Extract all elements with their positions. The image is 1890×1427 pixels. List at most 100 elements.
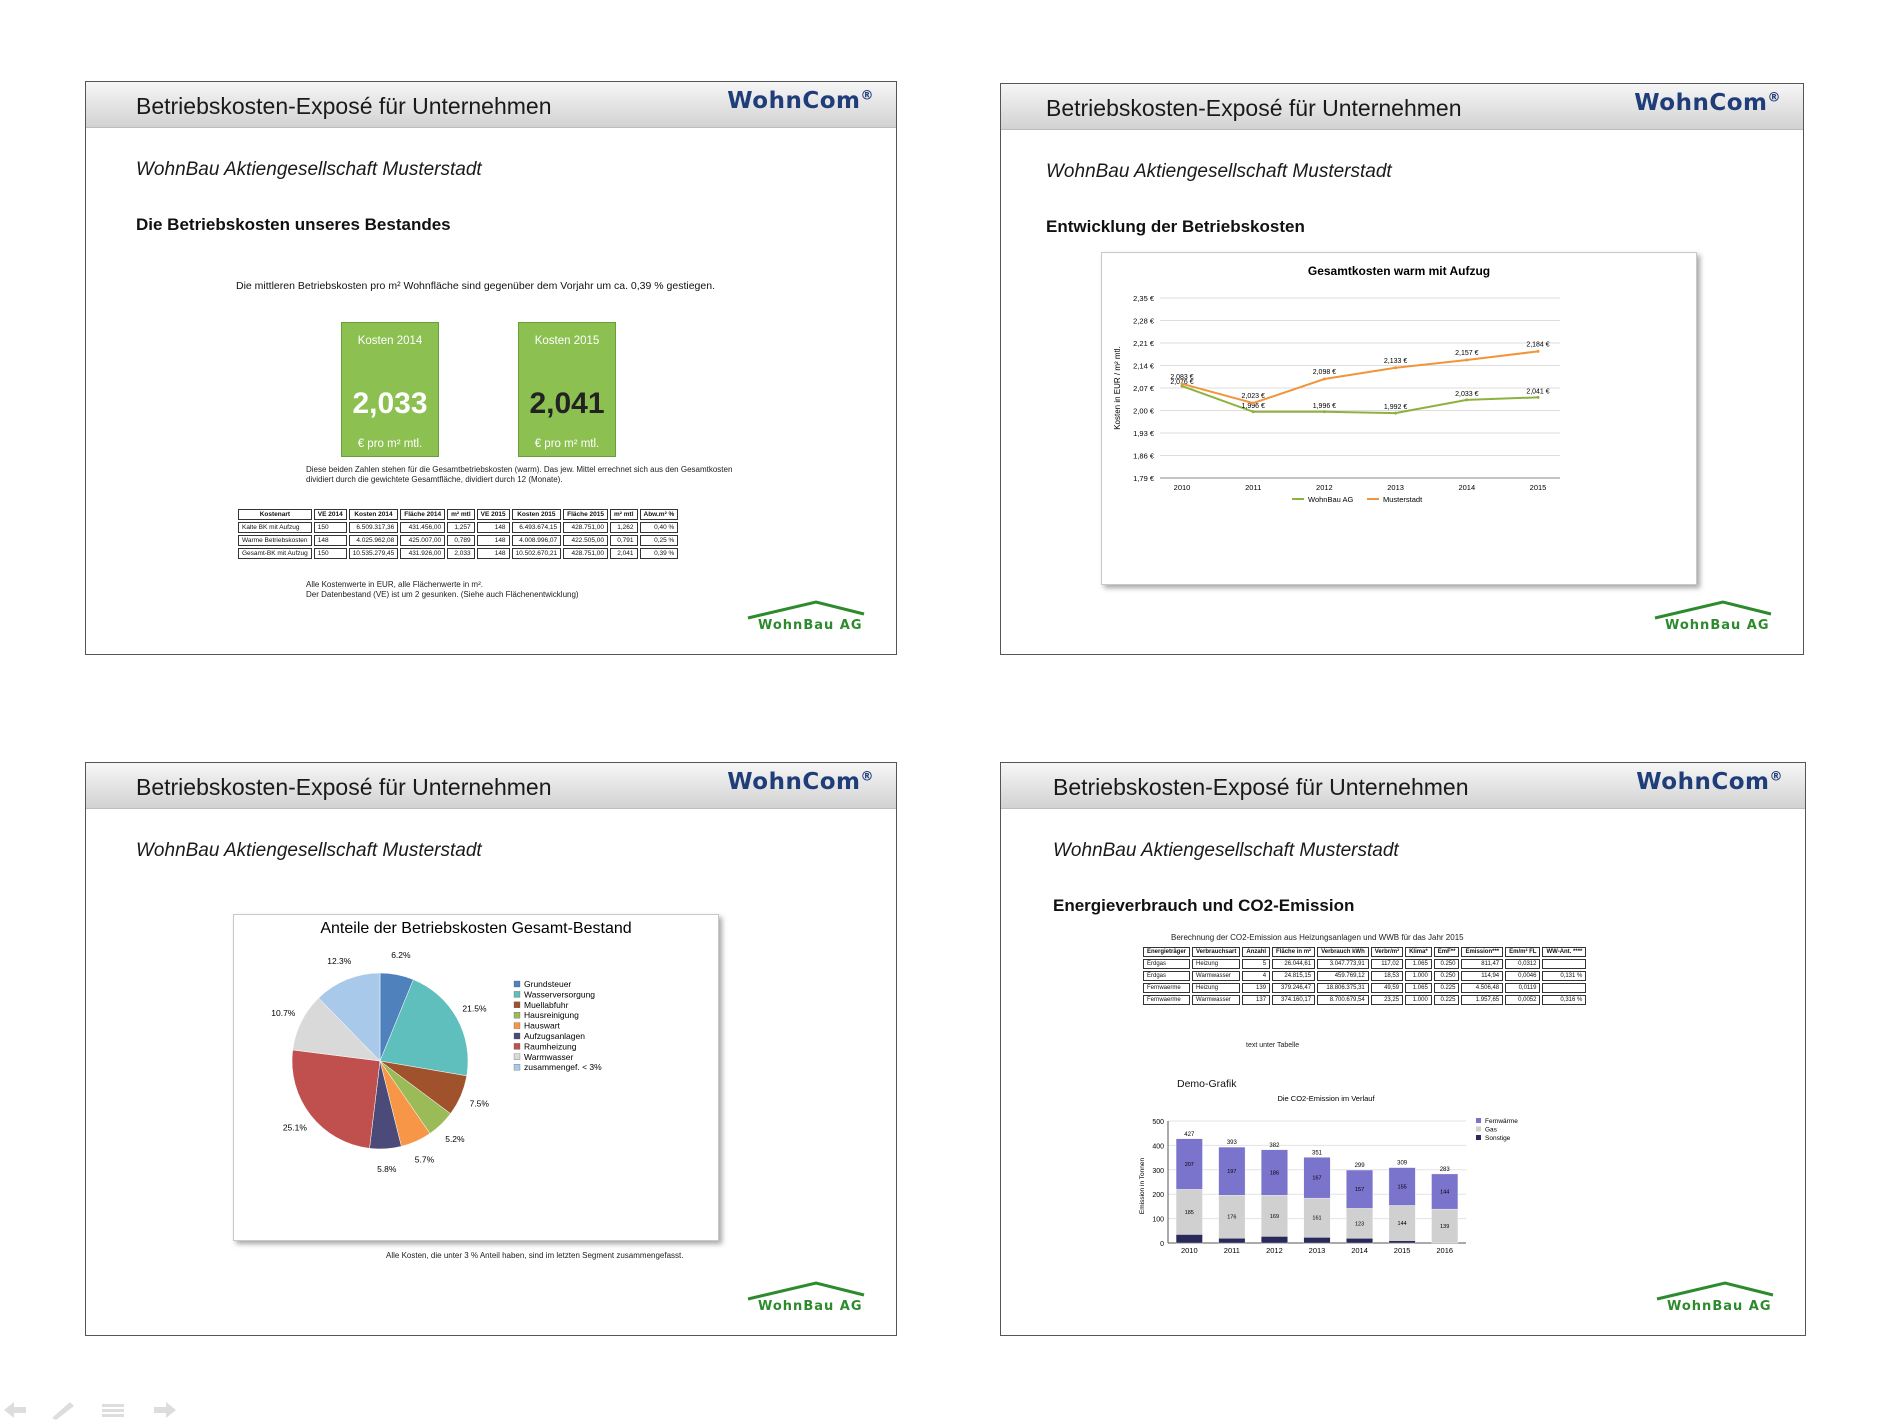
wohnbau-logo: WohnBau AG [746, 600, 866, 636]
table-cell: 137 [1242, 995, 1271, 1005]
table-cell: 4.025.962,08 [348, 535, 399, 546]
pie-label: 10.7% [271, 1008, 296, 1018]
segment-label: 169 [1270, 1214, 1279, 1220]
roof-icon [747, 1281, 865, 1301]
table-cell: 2,033 [447, 548, 475, 559]
slide-4[interactable]: Betriebskosten-Exposé für Unternehmen Wo… [1000, 762, 1806, 1336]
table-caption: Berechnung der CO2-Emission aus Heizungs… [1171, 933, 1464, 942]
note-line-1: Diese beiden Zahlen stehen für die Gesam… [306, 465, 733, 474]
legend-swatch [1476, 1118, 1481, 1123]
table-cell: 0,316 % [1542, 995, 1587, 1005]
table-header-cell: Verbr/m² [1370, 947, 1404, 957]
bar-segment [1218, 1195, 1246, 1239]
table-row: Warme Betriebskosten 148 4.025.962,08 425.0… [238, 535, 679, 546]
legend-swatch [1476, 1126, 1481, 1132]
bar-segment [1261, 1149, 1288, 1196]
segment-label: 139 [1440, 1224, 1449, 1230]
segment-label: 197 [1227, 1169, 1236, 1175]
y-tick-label: 400 [1152, 1143, 1164, 1150]
legend-swatch [513, 1064, 521, 1071]
section-title: Die Betriebskosten unseres Bestandes [136, 215, 451, 234]
table-cell: 18,53 [1370, 971, 1404, 981]
cost-box-2014: Kosten 2014 2,033 € pro m² mtl. [341, 322, 439, 457]
data-label: 2,098 € [1313, 369, 1336, 376]
y-tick-label: 1,93 € [1133, 429, 1155, 438]
table-cell: 3.047.773,91 [1317, 959, 1369, 969]
table-cell: 0,0052 [1505, 995, 1541, 1005]
table-cell: 0,789 [447, 535, 475, 546]
table-cell: 148 [476, 548, 510, 559]
pie-label: 7.5% [470, 1099, 490, 1109]
cost-box-2015: Kosten 2015 2,041 € pro m² mtl. [518, 322, 616, 457]
data-label: 2,023 € [1242, 393, 1265, 400]
table-cell: 0,39 % [639, 548, 679, 559]
bar-segment [1303, 1157, 1331, 1199]
slide-title: Betriebskosten-Exposé für Unternehmen [1053, 774, 1469, 800]
segment-label: 185 [1185, 1210, 1194, 1216]
table-cell [1542, 983, 1587, 993]
slide-1[interactable]: Betriebskosten-Exposé für Unternehmen Wo… [85, 81, 897, 655]
table-cell: 0.250 [1433, 971, 1460, 981]
table-cell: 428.751,00 [563, 548, 608, 559]
legend-swatch [513, 1032, 521, 1040]
data-point [1465, 358, 1469, 362]
x-tick-label: 2010 [1181, 1246, 1198, 1255]
slide-2[interactable]: Betriebskosten-Exposé für Unternehmen Wo… [1000, 83, 1804, 655]
slide-title: Betriebskosten-Exposé für Unternehmen [1046, 95, 1462, 121]
wohnbau-logo-text: WohnBau AG [758, 1299, 863, 1314]
x-tick-label: 2011 [1245, 483, 1261, 492]
line-chart: Gesamtkosten warm mit Aufzug Kosten in EU… [1113, 264, 1560, 504]
legend-label: Aufzugsanlagen [524, 1031, 585, 1041]
segment-label: 186 [1270, 1170, 1279, 1176]
pen-icon[interactable] [52, 1402, 74, 1420]
table-cell: 0,0119 [1505, 983, 1541, 993]
table-cell: 431.926,00 [400, 548, 446, 559]
table-header-cell: Verbrauchsart [1192, 947, 1241, 957]
data-label: 2,041 € [1526, 388, 1549, 395]
table-cell: 0.225 [1433, 983, 1460, 993]
y-tick-label: 2,28 € [1133, 317, 1155, 326]
table-cell: Fernwaerme [1143, 995, 1191, 1005]
slide-3[interactable]: Betriebskosten-Exposé für Unternehmen Wo… [85, 762, 897, 1336]
legend-swatch [513, 1001, 521, 1008]
series-line [1181, 350, 1539, 405]
legend-label: Wasserversorgung [524, 989, 595, 999]
table-header-cell: WW-Ant. **** [1542, 947, 1587, 957]
table-cell: 10.535.279,45 [348, 548, 399, 559]
table-foot-2: Der Datenbestand (VE) ist um 2 gesunken.… [306, 590, 579, 599]
table-cell: 26.044,61 [1272, 959, 1316, 969]
table-header-cell: Fläche 2014 [400, 509, 446, 520]
y-tick-label: 200 [1152, 1192, 1164, 1199]
legend-swatch [1476, 1135, 1481, 1140]
table-cell: 425.007,00 [400, 535, 446, 546]
chart-title: Anteile der Betriebskosten Gesamt-Bestan… [320, 920, 631, 937]
menu-icon[interactable] [102, 1404, 124, 1417]
data-point [1180, 384, 1184, 388]
legend-swatch [513, 1012, 521, 1019]
segment-label: 207 [1185, 1162, 1194, 1168]
data-point [1536, 349, 1540, 353]
table-cell: 10.502.670,21 [511, 548, 562, 559]
segment-label: 161 [1312, 1216, 1321, 1222]
chart-title: Die CO2-Emission im Verlauf [1277, 1094, 1375, 1103]
table-cell: 0.250 [1433, 959, 1460, 969]
y-tick-label: 2,14 € [1133, 362, 1155, 371]
table-cell: 148 [476, 522, 510, 533]
table-cell: 150 [313, 522, 347, 533]
cost-table: Kostenart VE 2014 Kosten 2014 Fläche 2014 m²… [236, 507, 680, 561]
segment-label: 167 [1312, 1176, 1321, 1182]
slide-header: Betriebskosten-Exposé für Unternehmen Wo… [86, 82, 896, 128]
x-tick-label: 2013 [1387, 483, 1404, 492]
table-header-cell: Energieträger [1143, 947, 1191, 957]
bar-segment [1303, 1237, 1331, 1244]
forward-arrow-icon[interactable] [154, 1402, 176, 1418]
bar-segment [1175, 1189, 1203, 1235]
table-header-cell: Anzahl [1242, 947, 1271, 957]
back-arrow-icon[interactable] [4, 1402, 26, 1418]
co2-table: Energieträger Verbrauchsart Anzahl Fläche i… [1141, 945, 1588, 1007]
table-cell: 1,257 [447, 522, 475, 533]
brand-text: WohnCom [1634, 90, 1768, 116]
segment-label: 176 [1227, 1215, 1236, 1221]
table-cell: 5 [1242, 959, 1271, 969]
company-name: WohnBau Aktiengesellschaft Musterstadt [1053, 840, 1399, 861]
